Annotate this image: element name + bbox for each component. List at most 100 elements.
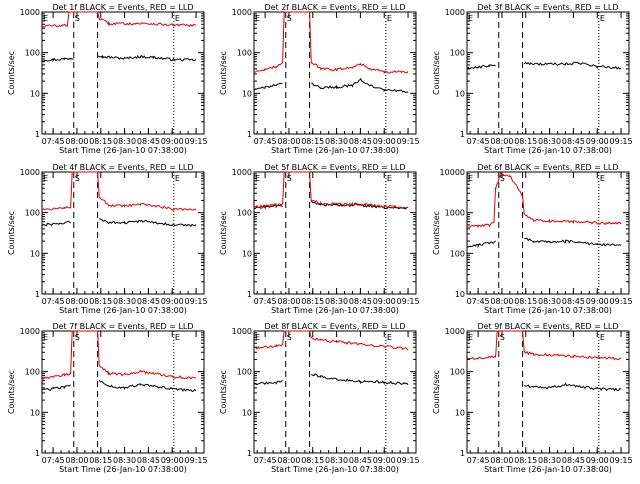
y-tick-label: 1	[247, 130, 252, 139]
x-tick-label: 08:30	[538, 137, 561, 146]
x-tick-label: 08:45	[137, 456, 160, 465]
x-tick-label: 09:00	[373, 456, 396, 465]
plot-frame	[253, 171, 417, 295]
x-tick-label: 07:45	[467, 456, 490, 465]
y-tick-label: 100	[237, 209, 252, 218]
x-tick-label: 08:45	[137, 137, 160, 146]
plot-frame	[41, 171, 205, 295]
y-tick-label: 100	[25, 49, 40, 58]
y-tick-label: 10	[242, 408, 252, 417]
event-marker-label: E	[600, 174, 605, 183]
series-line-events	[524, 381, 622, 392]
y-tick-label: 10000	[440, 168, 465, 177]
chart-panel-1: Det 1f BLACK = Events, RED = LLD 1 10 100 10…	[7, 3, 208, 155]
x-axis-label: Start Time (26-Jan-10 07:38:00)	[484, 146, 612, 155]
x-axis-label: Start Time (26-Jan-10 07:38:00)	[59, 146, 187, 155]
y-tick-label: 10	[455, 290, 465, 299]
x-tick-label: 08:30	[325, 297, 348, 306]
x-tick-label: 08:30	[538, 297, 561, 306]
y-tick-label: 1	[460, 130, 465, 139]
x-tick-label: 08:45	[562, 456, 585, 465]
x-tick-label: 08:30	[113, 137, 136, 146]
series-line-events	[41, 218, 197, 227]
x-tick-label: 09:15	[610, 297, 633, 306]
x-tick-label: 08:30	[113, 297, 136, 306]
event-marker-label: S	[287, 174, 292, 183]
plot-frame	[253, 11, 417, 135]
x-tick-label: 08:00	[490, 456, 513, 465]
x-tick-label: 09:00	[161, 456, 184, 465]
event-marker-label: E	[387, 174, 392, 183]
y-tick-label: 1	[247, 449, 252, 458]
x-tick-label: 09:00	[161, 137, 184, 146]
series-line-lld	[41, 330, 197, 380]
y-tick-label: 1000	[232, 327, 252, 336]
series-line-events	[253, 78, 409, 94]
x-tick-label: 09:00	[373, 137, 396, 146]
x-tick-label: 09:15	[185, 297, 208, 306]
series-line-lld	[466, 171, 622, 228]
plot-frame	[41, 11, 205, 135]
event-marker-label: S	[75, 333, 80, 342]
event-marker-label: E	[255, 14, 260, 23]
chart-title: Det 2f BLACK = Events, RED = LLD	[264, 3, 405, 12]
x-tick-label: 08:45	[349, 297, 372, 306]
chart-title: Det 4f BLACK = Events, RED = LLD	[52, 163, 193, 172]
x-tick-label: 08:15	[301, 297, 324, 306]
y-axis-label: Counts/sec	[432, 51, 441, 95]
y-tick-label: 10	[30, 89, 40, 98]
chart-panel-9: Det 9f BLACK = Events, RED = LLD 1 10 100 10…	[432, 322, 633, 474]
event-marker-label: E	[255, 333, 260, 342]
x-tick-label: 07:45	[42, 137, 65, 146]
event-marker-label: E	[468, 174, 473, 183]
y-tick-label: 100	[237, 368, 252, 377]
event-marker-label: S	[75, 14, 80, 23]
x-tick-label: 08:15	[514, 456, 537, 465]
x-axis-label: Start Time (26-Jan-10 07:38:00)	[484, 306, 612, 315]
x-axis-label: Start Time (26-Jan-10 07:38:00)	[271, 465, 399, 474]
y-tick-label: 1	[35, 290, 40, 299]
y-tick-label: 10	[242, 89, 252, 98]
x-axis-label: Start Time (26-Jan-10 07:38:00)	[59, 465, 187, 474]
y-tick-label: 1000	[20, 8, 40, 17]
series-line-events	[466, 237, 622, 249]
y-tick-label: 100	[25, 368, 40, 377]
plot-frame	[466, 11, 630, 135]
y-tick-label: 10	[30, 249, 40, 258]
x-tick-label: 07:45	[42, 456, 65, 465]
chart-panel-8: Det 8f BLACK = Events, RED = LLD 1 10 100 10…	[219, 322, 420, 474]
x-tick-label: 08:00	[277, 297, 300, 306]
x-tick-label: 08:30	[325, 456, 348, 465]
x-tick-label: 09:00	[586, 137, 609, 146]
y-tick-label: 10	[242, 249, 252, 258]
x-tick-label: 08:45	[562, 137, 585, 146]
series-line-lld	[466, 330, 622, 361]
x-tick-label: 08:00	[490, 137, 513, 146]
y-tick-label: 100	[450, 368, 465, 377]
event-marker-label: E	[600, 333, 605, 342]
series-line-lld	[41, 171, 197, 211]
series-line-lld	[42, 11, 197, 28]
x-tick-label: 09:00	[586, 297, 609, 306]
y-tick-label: 1	[35, 449, 40, 458]
x-tick-label: 08:45	[137, 297, 160, 306]
y-axis-label: Counts/sec	[219, 51, 228, 95]
event-marker-label: E	[43, 14, 48, 23]
series-line-events	[41, 379, 197, 392]
series-line-events	[253, 373, 409, 386]
chart-title: Det 9f BLACK = Events, RED = LLD	[477, 322, 618, 331]
event-marker-label: E	[387, 333, 392, 342]
x-tick-label: 08:45	[349, 137, 372, 146]
series-line-lld	[253, 11, 409, 75]
x-tick-label: 07:45	[254, 137, 277, 146]
x-tick-label: 08:00	[277, 137, 300, 146]
plot-frame	[41, 330, 205, 454]
plot-frame	[466, 171, 630, 295]
x-tick-label: 07:45	[467, 137, 490, 146]
event-marker-label: E	[600, 14, 605, 23]
x-tick-label: 09:15	[397, 297, 420, 306]
x-tick-label: 08:30	[538, 456, 561, 465]
x-tick-label: 09:15	[610, 137, 633, 146]
